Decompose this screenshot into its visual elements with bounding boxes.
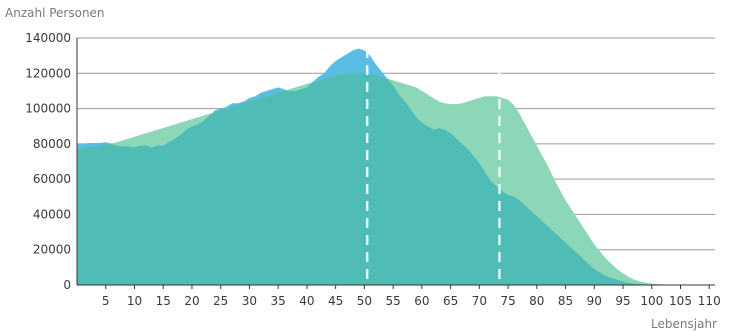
x-axis-title: Lebensjahr <box>651 317 717 331</box>
y-tick-label: 60000 <box>33 172 71 186</box>
x-tick-label: 65 <box>443 294 458 308</box>
y-tick-label: 140000 <box>25 31 71 45</box>
x-tick-label: 35 <box>271 294 286 308</box>
x-tick-labels: 5 10 15 20 25 30 35 40 45 50 55 60 65 70 75 80 85 90 95 100… <box>102 285 721 308</box>
y-tick-labels: 0 20000 40000 60000 80000 100000 120000 140000 <box>25 31 71 292</box>
x-tick-label: 30 <box>242 294 257 308</box>
x-tick-label: 105 <box>669 294 692 308</box>
x-tick-label: 90 <box>587 294 602 308</box>
x-tick-label: 20 <box>184 294 199 308</box>
x-tick-label: 25 <box>213 294 228 308</box>
x-tick-label: 100 <box>640 294 663 308</box>
x-tick-label: 40 <box>299 294 314 308</box>
x-tick-label: 45 <box>328 294 343 308</box>
x-tick-label: 15 <box>156 294 171 308</box>
x-tick-label: 60 <box>414 294 429 308</box>
y-tick-label: 100000 <box>25 102 71 116</box>
y-tick-label: 0 <box>63 278 71 292</box>
y-tick-label: 20000 <box>33 243 71 257</box>
x-tick-label: 55 <box>385 294 400 308</box>
x-tick-label: 95 <box>615 294 630 308</box>
y-axis-title: Anzahl Personen <box>5 6 105 20</box>
x-tick-label: 85 <box>558 294 573 308</box>
y-tick-label: 120000 <box>25 66 71 80</box>
y-tick-label: 80000 <box>33 137 71 151</box>
y-tick-label: 40000 <box>33 207 71 221</box>
x-tick-label: 110 <box>698 294 721 308</box>
x-tick-label: 10 <box>127 294 142 308</box>
x-tick-label: 80 <box>529 294 544 308</box>
x-tick-label: 5 <box>102 294 110 308</box>
x-tick-label: 70 <box>472 294 487 308</box>
x-tick-label: 50 <box>357 294 372 308</box>
x-tick-label: 75 <box>500 294 515 308</box>
